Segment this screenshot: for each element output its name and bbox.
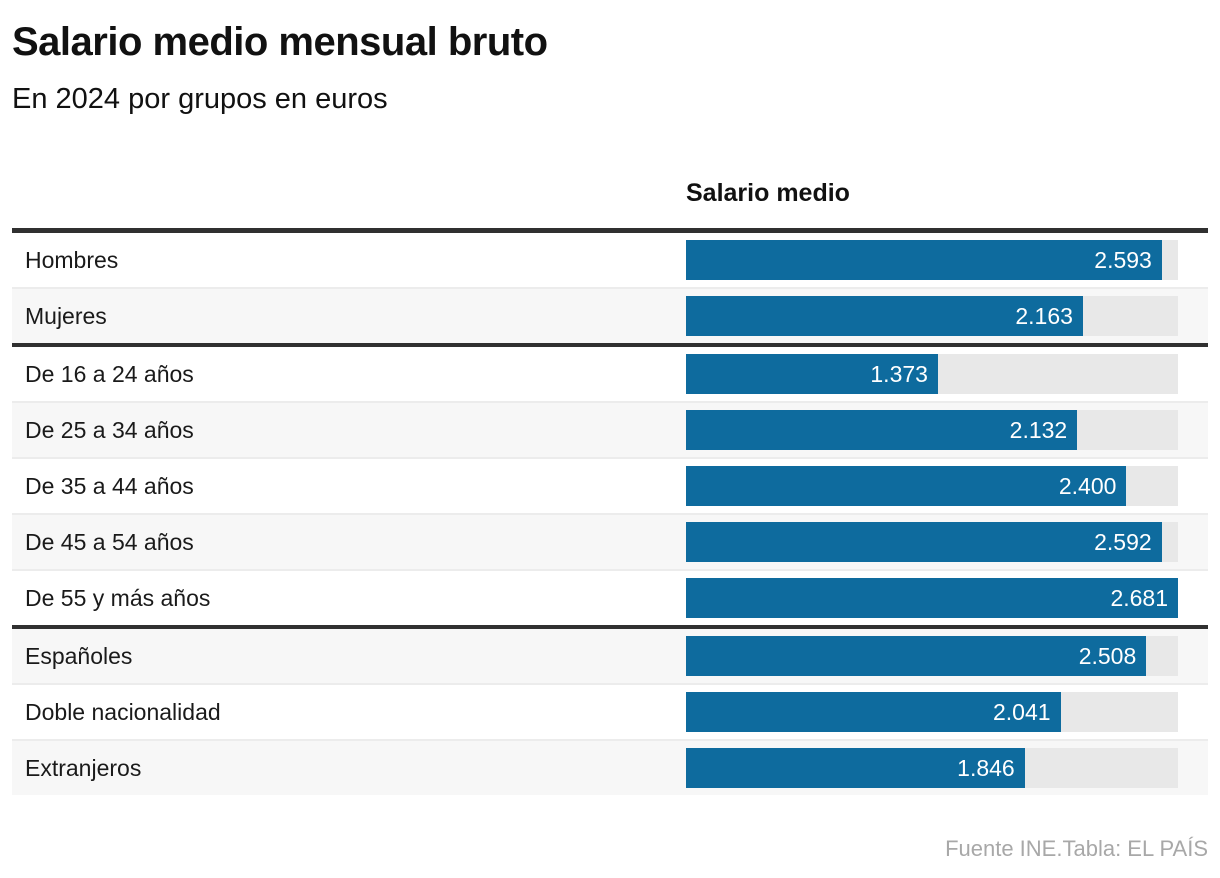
bar: 2.400 bbox=[686, 465, 1127, 506]
row-separator bbox=[12, 400, 1208, 403]
row-label: Mujeres bbox=[25, 302, 107, 329]
bar-track: 2.681 bbox=[686, 577, 1178, 618]
chart-subtitle: En 2024 por grupos en euros bbox=[12, 83, 388, 115]
table-row: Extranjeros 1.846 bbox=[12, 740, 1208, 795]
bar: 2.041 bbox=[686, 691, 1061, 732]
table-row: De 55 y más años 2.681 bbox=[12, 570, 1208, 625]
bar: 2.593 bbox=[686, 239, 1162, 280]
bar: 2.132 bbox=[686, 409, 1078, 450]
bar-track: 2.400 bbox=[686, 465, 1178, 506]
table-row: Hombres 2.593 bbox=[12, 232, 1208, 287]
bar-track: 1.373 bbox=[686, 353, 1178, 394]
bar: 2.681 bbox=[686, 577, 1178, 618]
row-separator bbox=[12, 568, 1208, 571]
table-row: De 25 a 34 años 2.132 bbox=[12, 402, 1208, 457]
bar-track: 2.508 bbox=[686, 635, 1178, 676]
bar: 1.373 bbox=[686, 353, 938, 394]
bar-track: 2.593 bbox=[686, 239, 1178, 280]
source-credit: Fuente INE.Tabla: EL PAÍS bbox=[945, 835, 1208, 861]
row-label: Españoles bbox=[25, 642, 133, 669]
bar-value: 1.373 bbox=[870, 360, 928, 387]
bar-track: 2.592 bbox=[686, 521, 1178, 562]
bar: 1.846 bbox=[686, 747, 1025, 788]
table-row: Doble nacionalidad 2.041 bbox=[12, 684, 1208, 739]
row-label: Doble nacionalidad bbox=[25, 698, 221, 725]
chart-title: Salario medio mensual bruto bbox=[12, 20, 548, 64]
row-label: De 16 a 24 años bbox=[25, 360, 194, 387]
row-separator bbox=[12, 682, 1208, 685]
row-separator bbox=[12, 456, 1208, 459]
bar-value: 2.400 bbox=[1058, 472, 1117, 499]
table-row: De 45 a 54 años 2.592 bbox=[12, 514, 1208, 569]
bar-value: 2.163 bbox=[1015, 302, 1073, 329]
group-separator bbox=[12, 624, 1208, 629]
bar-track: 1.846 bbox=[686, 747, 1178, 788]
bar-value: 2.132 bbox=[1009, 416, 1068, 443]
row-label: De 25 a 34 años bbox=[25, 416, 194, 443]
column-header-salario-medio: Salario medio bbox=[686, 178, 850, 207]
bar-track: 2.132 bbox=[686, 409, 1178, 450]
row-label: De 55 y más años bbox=[25, 584, 211, 611]
row-label: De 45 a 54 años bbox=[25, 528, 194, 555]
bar-value: 2.593 bbox=[1094, 246, 1152, 273]
table-row: De 35 a 44 años 2.400 bbox=[12, 458, 1208, 513]
row-label: Hombres bbox=[25, 246, 119, 273]
bar: 2.508 bbox=[686, 635, 1147, 676]
table-row: Mujeres 2.163 bbox=[12, 288, 1208, 343]
bar-value: 2.508 bbox=[1078, 642, 1137, 669]
bar: 2.592 bbox=[686, 521, 1162, 562]
row-separator bbox=[12, 286, 1208, 289]
table-row: Españoles 2.508 bbox=[12, 628, 1208, 683]
table-row: De 16 a 24 años 1.373 bbox=[12, 346, 1208, 401]
bar-track: 2.041 bbox=[686, 691, 1178, 732]
bar-value: 2.592 bbox=[1094, 528, 1152, 555]
row-separator bbox=[12, 512, 1208, 515]
row-label: Extranjeros bbox=[25, 754, 142, 781]
bar-value: 1.846 bbox=[957, 754, 1015, 781]
row-label: De 35 a 44 años bbox=[25, 472, 194, 499]
group-separator bbox=[12, 342, 1208, 347]
bar-value: 2.681 bbox=[1110, 584, 1168, 611]
row-separator bbox=[12, 738, 1208, 741]
bar-value: 2.041 bbox=[992, 698, 1051, 725]
salary-table: Hombres 2.593 Mujeres 2.163 De 16 a 24 a… bbox=[12, 227, 1208, 795]
bar: 2.163 bbox=[686, 295, 1083, 336]
bar-track: 2.163 bbox=[686, 295, 1178, 336]
